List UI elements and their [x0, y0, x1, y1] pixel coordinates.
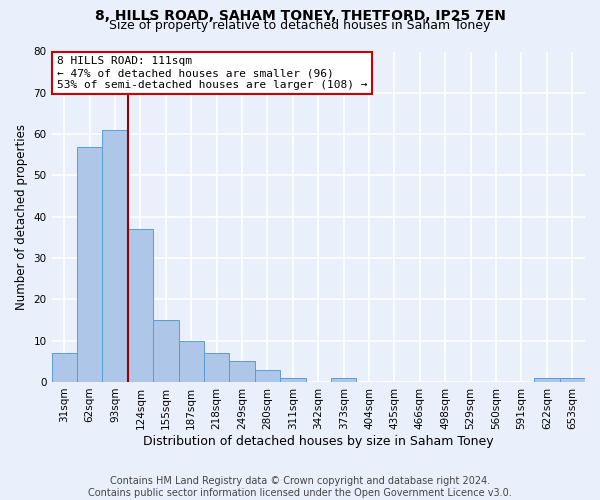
Text: Contains HM Land Registry data © Crown copyright and database right 2024.
Contai: Contains HM Land Registry data © Crown c…	[88, 476, 512, 498]
Bar	[77, 146, 103, 382]
Bar	[179, 340, 204, 382]
Text: 8, HILLS ROAD, SAHAM TONEY, THETFORD, IP25 7EN: 8, HILLS ROAD, SAHAM TONEY, THETFORD, IP…	[95, 9, 505, 23]
Bar	[331, 378, 356, 382]
Text: Size of property relative to detached houses in Saham Toney: Size of property relative to detached ho…	[109, 19, 491, 32]
Bar	[534, 378, 560, 382]
X-axis label: Distribution of detached houses by size in Saham Toney: Distribution of detached houses by size …	[143, 434, 494, 448]
Bar	[153, 320, 179, 382]
Y-axis label: Number of detached properties: Number of detached properties	[15, 124, 28, 310]
Bar	[280, 378, 305, 382]
Bar	[128, 229, 153, 382]
Bar	[52, 353, 77, 382]
Text: 8 HILLS ROAD: 111sqm
← 47% of detached houses are smaller (96)
53% of semi-detac: 8 HILLS ROAD: 111sqm ← 47% of detached h…	[57, 56, 367, 90]
Bar	[204, 353, 229, 382]
Bar	[560, 378, 585, 382]
Bar	[103, 130, 128, 382]
Bar	[229, 362, 255, 382]
Bar	[255, 370, 280, 382]
